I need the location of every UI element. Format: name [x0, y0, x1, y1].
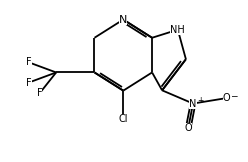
Text: −: − [230, 91, 237, 100]
Text: +: + [197, 96, 203, 105]
Text: O: O [185, 123, 192, 133]
Text: Cl: Cl [119, 114, 128, 124]
Text: F: F [26, 78, 31, 87]
Text: F: F [26, 57, 31, 67]
Text: F: F [37, 88, 42, 98]
Text: N: N [189, 98, 197, 109]
Text: O: O [222, 93, 230, 103]
Text: N: N [119, 15, 127, 25]
Text: NH: NH [170, 25, 185, 35]
